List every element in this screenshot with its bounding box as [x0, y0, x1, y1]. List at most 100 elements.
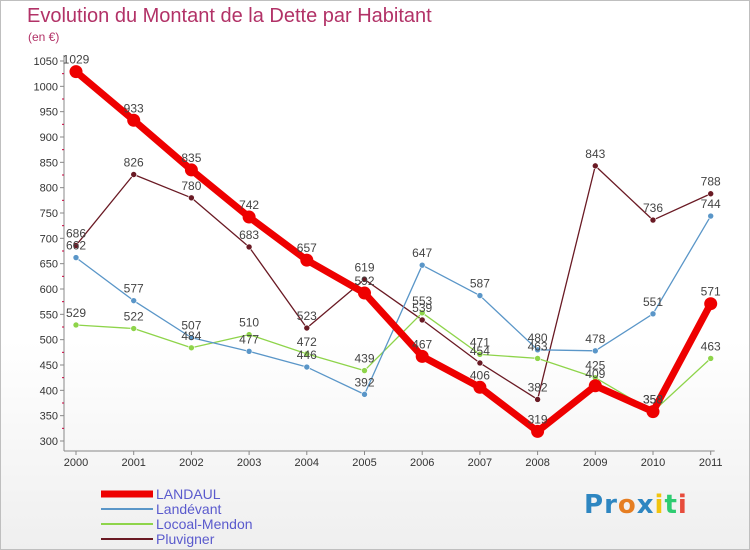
logo-letter: t	[664, 490, 678, 520]
x-tick-label: 2002	[179, 457, 203, 469]
y-tick-label: 850	[40, 157, 58, 169]
data-point	[72, 254, 80, 261]
y-tick-label: 1000	[34, 81, 58, 93]
data-label: 382	[528, 380, 548, 394]
data-label: 529	[66, 306, 86, 320]
data-point	[303, 363, 311, 371]
data-point	[707, 355, 715, 362]
data-point	[707, 212, 715, 220]
data-label: 571	[701, 285, 721, 299]
data-point	[707, 190, 715, 198]
data-label: 454	[470, 344, 490, 358]
y-tick-label: 550	[40, 309, 58, 321]
data-label: 647	[412, 246, 432, 260]
data-label: 477	[239, 332, 259, 346]
data-point	[476, 351, 484, 358]
data-label: 522	[124, 310, 144, 324]
data-point	[704, 297, 718, 311]
data-label: 933	[124, 101, 144, 115]
data-label: 358	[643, 393, 663, 407]
data-label: 425	[585, 359, 605, 373]
data-point	[361, 367, 368, 374]
data-label: 683	[239, 228, 259, 242]
y-tick-label: 600	[40, 284, 58, 296]
data-label: 619	[354, 260, 374, 274]
x-tick-label: 2004	[295, 457, 319, 469]
data-point	[130, 297, 137, 304]
data-point	[72, 242, 80, 249]
data-point	[127, 113, 141, 127]
data-point	[646, 405, 660, 419]
data-point	[361, 391, 368, 398]
data-label: 539	[412, 301, 432, 315]
data-point	[358, 286, 371, 300]
y-tick-label: 900	[40, 132, 58, 144]
data-point	[245, 331, 253, 338]
data-label: 463	[701, 339, 721, 353]
y-tick-label: 700	[40, 233, 58, 245]
series-line-land-vant	[75, 215, 712, 396]
x-tick-label: 2009	[583, 457, 607, 469]
data-point	[534, 396, 541, 403]
logo-letter: o	[617, 490, 637, 520]
data-label: 686	[66, 226, 86, 240]
data-label: 657	[297, 241, 317, 255]
data-label: 358	[643, 393, 663, 407]
data-point	[591, 162, 599, 170]
data-point	[476, 292, 484, 299]
legend-label: Locoal-Mendon	[156, 516, 253, 532]
data-point	[130, 171, 137, 178]
data-point	[534, 346, 541, 354]
data-point	[245, 243, 253, 251]
y-tick-label: 800	[40, 183, 58, 195]
x-tick-label: 2008	[525, 457, 549, 469]
data-point	[418, 309, 426, 317]
data-point	[534, 355, 541, 362]
y-tick-label: 950	[40, 107, 58, 119]
data-label: 835	[181, 151, 201, 165]
data-label: 587	[470, 277, 490, 291]
y-tick-label: 650	[40, 259, 58, 271]
x-tick-label: 2007	[468, 457, 492, 469]
y-tick-label: 1050	[34, 56, 58, 68]
data-label: 780	[181, 179, 201, 193]
data-label: 826	[124, 155, 144, 169]
data-label: 553	[412, 294, 432, 308]
data-point	[473, 380, 487, 394]
chart-title: Evolution du Montant de la Dette par Hab…	[27, 5, 432, 27]
data-label: 507	[181, 319, 201, 333]
x-tick-label: 2001	[121, 457, 145, 469]
y-tick-label: 750	[40, 208, 58, 220]
data-label: 742	[239, 198, 259, 212]
y-tick-label: 500	[40, 335, 58, 347]
data-point	[649, 310, 657, 318]
data-label: 1029	[63, 53, 90, 67]
data-label: 463	[528, 339, 548, 353]
data-label: 446	[297, 348, 317, 362]
data-label: 439	[354, 352, 374, 366]
data-point	[188, 194, 195, 202]
data-point	[588, 379, 602, 393]
x-tick-label: 2005	[352, 457, 376, 469]
data-label: 392	[354, 375, 374, 389]
proxiti-logo: Proxiti	[584, 490, 688, 520]
data-point	[69, 65, 83, 79]
data-point	[415, 349, 429, 363]
data-label: 471	[470, 335, 490, 349]
y-tick-label: 350	[40, 411, 58, 423]
data-label: 406	[470, 368, 490, 382]
data-point	[361, 276, 368, 283]
data-label: 480	[528, 331, 548, 345]
data-point	[188, 344, 195, 352]
data-label: 478	[585, 332, 605, 346]
x-tick-label: 2000	[64, 457, 88, 469]
y-tick-label: 400	[40, 385, 58, 397]
legend-label: Pluvigner	[156, 531, 215, 547]
data-point	[531, 424, 545, 438]
data-point	[303, 324, 311, 332]
data-point	[130, 325, 137, 332]
data-label: 319	[528, 412, 548, 426]
data-point	[418, 261, 426, 269]
x-tick-label: 2010	[641, 457, 665, 469]
